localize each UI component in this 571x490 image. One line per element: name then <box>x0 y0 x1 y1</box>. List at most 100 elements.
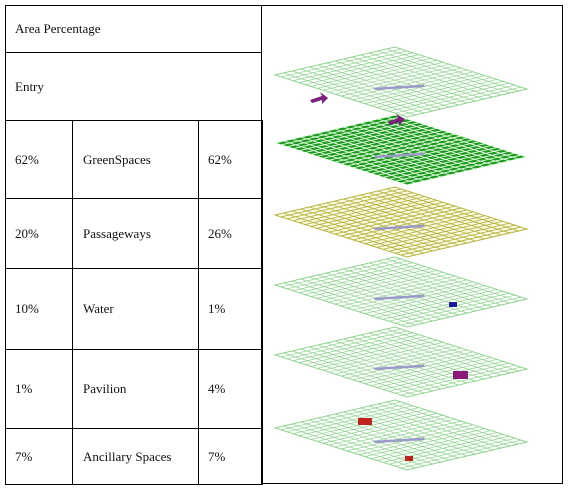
plan-grid <box>386 258 519 302</box>
plan-grid <box>377 118 510 162</box>
plan-grid <box>369 332 502 376</box>
plan-grid <box>343 126 476 170</box>
cell-text: 7% <box>15 448 33 464</box>
plan-grid <box>352 409 485 453</box>
plan-grid <box>334 270 468 314</box>
plan-grid <box>292 70 425 114</box>
plan-grid <box>300 136 433 180</box>
plan-grid <box>292 350 425 394</box>
plan-grid <box>386 401 519 445</box>
plan-axis <box>374 364 425 371</box>
plan-grid <box>317 132 450 176</box>
entry-text: Entry <box>15 78 44 94</box>
plan-grid <box>352 196 485 240</box>
plan-grid <box>326 130 459 174</box>
plan-grid <box>283 425 416 469</box>
plan-grid <box>352 266 485 310</box>
cell-text: Passageways <box>83 225 151 241</box>
pavilion-mark <box>453 371 468 379</box>
cell-text: GreenSpaces <box>83 151 151 167</box>
plan-grid <box>386 116 519 160</box>
plan-axis <box>374 224 425 231</box>
cell-text: Pavilion <box>83 381 127 396</box>
water-mark <box>449 302 457 307</box>
plan-grid <box>317 64 450 108</box>
plan-grid <box>369 120 502 164</box>
plan-grid <box>300 208 433 252</box>
plan-grid <box>360 407 493 451</box>
plan-grid <box>377 50 510 94</box>
plan-grid <box>334 200 468 244</box>
plan-grid <box>334 413 468 457</box>
plan-axis <box>374 294 425 301</box>
plan-grid <box>283 72 416 116</box>
cell-text: 7% <box>208 448 226 464</box>
plan-grid <box>334 60 468 104</box>
plan-grid <box>283 352 416 396</box>
plan-grid <box>343 198 476 242</box>
plan-grid <box>334 128 468 172</box>
plan-grid <box>386 188 519 232</box>
plan-grid <box>377 403 510 447</box>
plan-grid <box>300 278 433 322</box>
plan-grid <box>377 190 510 234</box>
entry-arrow <box>388 114 405 126</box>
plan-grid <box>283 212 416 256</box>
cell-text: 20% <box>15 225 39 241</box>
entry-arrow <box>310 92 328 104</box>
plan-grid <box>326 415 459 459</box>
plan-grid <box>377 260 510 304</box>
plan-grid <box>386 328 519 372</box>
plan-grid <box>369 405 502 449</box>
plan-grid <box>369 52 502 96</box>
plan-axis <box>374 152 425 159</box>
plan-grid <box>300 348 433 392</box>
plan-grid <box>326 272 459 316</box>
plan-grid <box>317 204 450 248</box>
table-cell: 7% <box>198 428 263 485</box>
plan-grid <box>317 274 450 318</box>
plan-grid <box>292 423 425 467</box>
plan-axis <box>374 84 425 91</box>
cell-text: 10% <box>15 301 39 316</box>
plan-grid <box>292 210 425 254</box>
cell-text: 62% <box>15 151 39 167</box>
plan-grid <box>352 124 485 168</box>
plan-grid <box>360 194 493 238</box>
plan-grid <box>360 54 493 98</box>
cell-text: 1% <box>15 381 33 396</box>
plan-grid <box>343 58 476 102</box>
plan-grid <box>360 264 493 308</box>
plan-grid <box>317 344 450 388</box>
plan-grid <box>326 202 459 246</box>
cell-text: 1% <box>208 301 226 316</box>
header-text: Area Percentage <box>15 21 101 36</box>
plan-grid <box>369 192 502 236</box>
plan-grid <box>300 68 433 112</box>
cell-text: Ancillary Spaces <box>83 448 172 464</box>
plan-grid <box>334 340 468 384</box>
cell-text: 26% <box>208 225 232 241</box>
plan-grid <box>360 334 493 378</box>
plan-grid <box>283 282 416 326</box>
image-cell <box>261 5 563 484</box>
plan-grid <box>352 56 485 100</box>
plan-grid <box>292 138 425 182</box>
cell-text: 62% <box>208 151 232 167</box>
plan-grid <box>386 48 519 92</box>
plan-grid <box>326 62 459 106</box>
ancillary-mark <box>405 456 413 461</box>
plan-grid <box>292 280 425 324</box>
plan-grid <box>369 262 502 306</box>
ancillary-mark <box>358 418 372 425</box>
plan-grid <box>360 122 493 166</box>
plan-grid <box>317 417 450 461</box>
plan-grid <box>326 342 459 386</box>
plan-grid <box>283 140 416 184</box>
cell-text: Water <box>83 301 114 316</box>
plan-grid <box>377 330 510 374</box>
cell-text: 4% <box>208 381 226 396</box>
plan-axis <box>374 437 425 444</box>
